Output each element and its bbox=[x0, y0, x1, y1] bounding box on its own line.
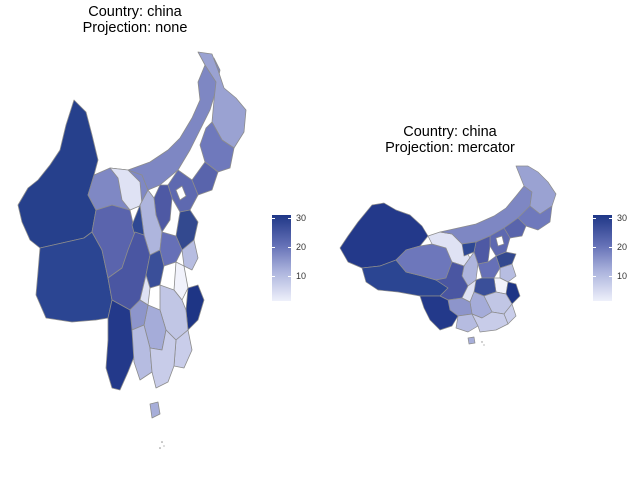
province-region bbox=[191, 161, 219, 196]
province-region bbox=[455, 313, 479, 333]
island-dot bbox=[481, 341, 483, 343]
colorbar-legend: 10 20 30 bbox=[272, 213, 317, 315]
legend-tick-label: 20 bbox=[296, 242, 307, 252]
legend-tick-label: 10 bbox=[617, 271, 628, 281]
colorbar-legend: 10 20 30 bbox=[593, 213, 638, 315]
island-dot bbox=[161, 441, 163, 443]
province-region bbox=[471, 311, 509, 333]
island-dot bbox=[483, 344, 485, 346]
map-panel-none: Country: china Projection: none bbox=[0, 4, 317, 449]
map-title-none: Country: china Projection: none bbox=[0, 4, 285, 36]
province-region bbox=[495, 235, 505, 247]
province-region bbox=[185, 284, 205, 331]
province-region bbox=[197, 51, 247, 149]
map-title-mercator: Country: china Projection: mercator bbox=[340, 124, 560, 156]
province-region bbox=[503, 217, 527, 239]
province-region bbox=[181, 239, 199, 271]
province-region bbox=[105, 299, 137, 391]
legend-tick-label: 20 bbox=[617, 242, 628, 252]
island-dot bbox=[159, 447, 161, 449]
china-map-mercator bbox=[339, 165, 557, 346]
province-region bbox=[109, 167, 143, 211]
province-region bbox=[173, 261, 189, 301]
title-projection-line: Projection: mercator bbox=[385, 140, 515, 156]
legend-tick-label: 10 bbox=[296, 271, 307, 281]
map-panel-mercator: Country: china Projection: mercator bbox=[330, 0, 640, 480]
province-region bbox=[461, 241, 477, 257]
title-country-line: Country: china bbox=[403, 124, 497, 140]
title-projection-line: Projection: none bbox=[82, 20, 188, 36]
province-region bbox=[175, 185, 187, 201]
province-region bbox=[419, 295, 459, 331]
island-dot bbox=[163, 445, 165, 447]
title-country-line: Country: china bbox=[88, 4, 182, 20]
china-map-unprojected bbox=[17, 51, 247, 449]
legend-tick-label: 30 bbox=[617, 213, 628, 223]
province-region bbox=[467, 336, 476, 345]
legend-gradient bbox=[593, 215, 612, 301]
province-region bbox=[149, 401, 161, 419]
province-region bbox=[499, 263, 517, 283]
province-region bbox=[17, 99, 99, 249]
legend-gradient bbox=[272, 215, 291, 301]
province-region bbox=[149, 329, 177, 389]
legend-tick-label: 30 bbox=[296, 213, 307, 223]
